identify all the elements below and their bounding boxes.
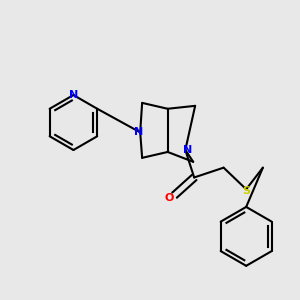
Text: N: N bbox=[134, 127, 143, 137]
Text: S: S bbox=[242, 186, 250, 196]
Text: N: N bbox=[183, 145, 192, 155]
Text: O: O bbox=[165, 193, 174, 203]
Text: N: N bbox=[69, 90, 78, 100]
